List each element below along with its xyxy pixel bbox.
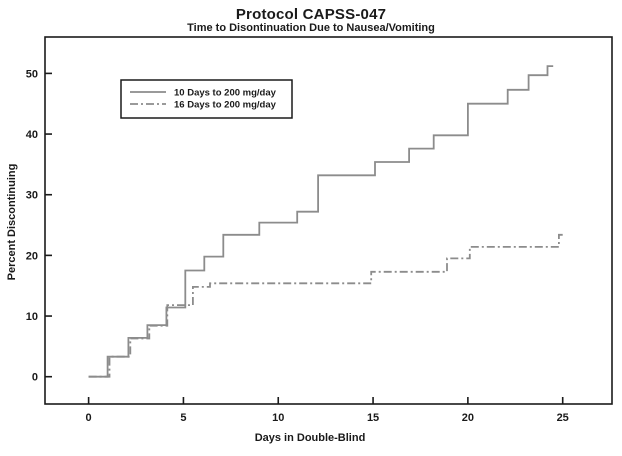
chart-subtitle: Time to Disontinuation Due to Nausea/Vom… <box>187 22 435 34</box>
series-line-16-days-to-200-mg-day <box>88 233 565 378</box>
x-tick-label: 25 <box>557 412 569 424</box>
plot-border <box>44 36 613 405</box>
x-axis-ticks: 0 5 10 15 20 25 <box>86 397 569 424</box>
x-tick-label: 0 <box>86 412 92 424</box>
x-tick-label: 10 <box>272 412 284 424</box>
y-tick-label: 40 <box>26 129 38 141</box>
legend: 10 Days to 200 mg/day 16 Days to 200 mg/… <box>120 79 293 119</box>
x-tick-label: 5 <box>180 412 186 424</box>
x-axis-label: Days in Double-Blind <box>255 432 366 444</box>
x-tick-label: 20 <box>462 412 474 424</box>
x-tick-label: 15 <box>367 412 379 424</box>
legend-label-16-days: 16 Days to 200 mg/day <box>174 100 277 111</box>
series-line-10-days-to-200-mg-day <box>88 65 554 378</box>
chart-title: Protocol CAPSS-047 <box>236 6 386 23</box>
y-axis-label: Percent Discontinuing <box>6 164 18 281</box>
y-tick-label: 50 <box>26 68 38 80</box>
legend-label-10-days: 10 Days to 200 mg/day <box>174 88 277 99</box>
y-tick-label: 10 <box>26 311 38 323</box>
series-lines <box>88 65 565 378</box>
y-tick-label: 20 <box>26 250 38 262</box>
y-tick-label: 30 <box>26 190 38 202</box>
legend-box <box>120 79 293 119</box>
y-axis-ticks: 0 10 20 30 40 50 <box>26 68 52 384</box>
y-tick-label: 0 <box>32 372 38 384</box>
